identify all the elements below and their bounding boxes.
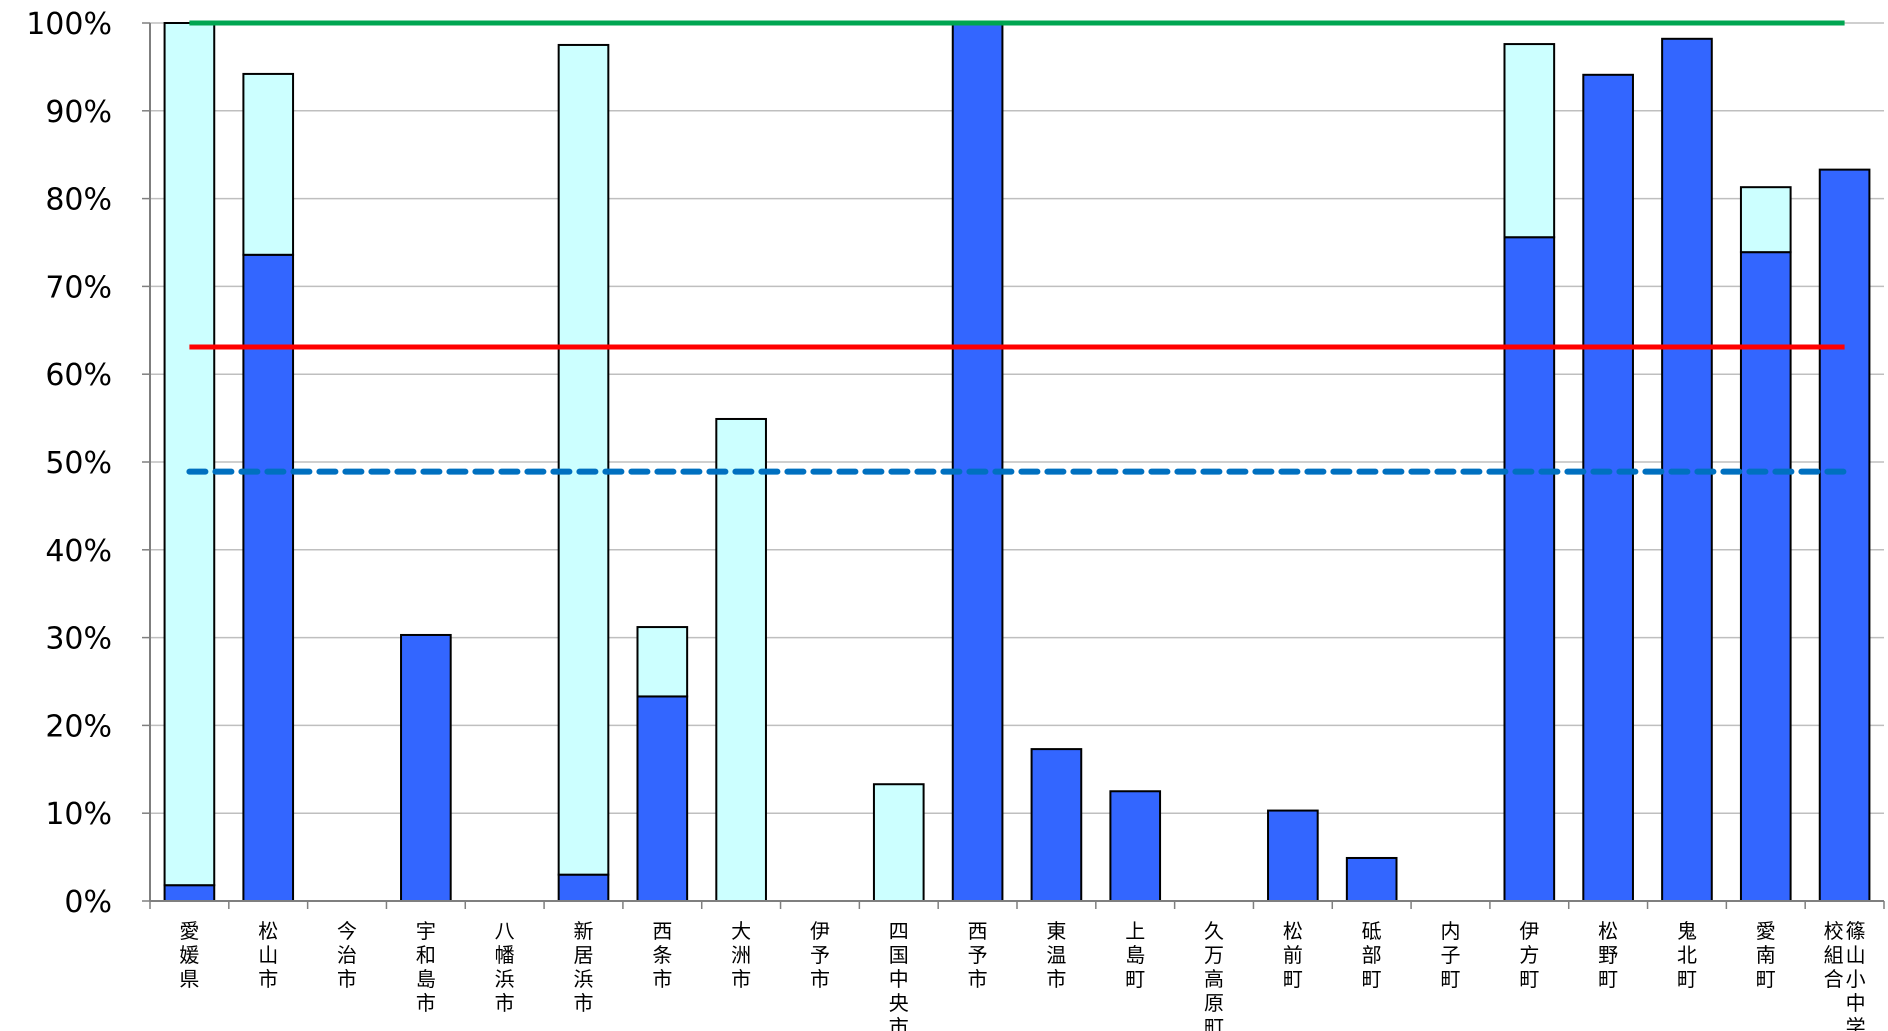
- reference-lines: [186, 20, 1848, 475]
- bar-segment-series-1: [636, 695, 689, 903]
- x-category-label: 内子町: [1441, 919, 1461, 991]
- bar-segment-series-1: [242, 253, 295, 903]
- x-category-label: 上島町: [1125, 919, 1145, 991]
- y-tick-label: 30%: [45, 622, 112, 657]
- bar-segment-series-1: [1109, 790, 1162, 902]
- x-category-label: 愛媛県: [179, 919, 199, 991]
- x-category-label: 西条市: [652, 919, 672, 991]
- bar-segment-series-1: [163, 884, 216, 902]
- bar-segment-series-1: [1818, 168, 1871, 903]
- y-tick-label: 50%: [45, 446, 112, 481]
- bar-segment-series-2: [1739, 186, 1792, 254]
- bar-segment-series-2: [163, 22, 216, 887]
- bar-segment-series-2: [636, 626, 689, 698]
- bar-segment-series-2: [872, 783, 925, 903]
- y-tick-labels: 0% 10% 20% 30% 40% 50% 60% 70% 80% 90% 100%: [26, 7, 112, 920]
- x-category-label: 愛南町: [1756, 919, 1776, 991]
- y-tick-label: 60%: [45, 358, 112, 393]
- bar-segment-series-2: [242, 72, 295, 256]
- x-category-label: 久万高原町: [1204, 919, 1224, 1031]
- y-tick-label: 10%: [45, 797, 112, 832]
- x-category-label: 伊方町: [1519, 919, 1539, 991]
- y-tick-label: 100%: [26, 7, 112, 42]
- bar-segment-series-1: [1503, 236, 1556, 902]
- bar-segment-series-1: [1739, 251, 1792, 902]
- x-category-label: 松前町: [1283, 919, 1303, 991]
- y-tick-label: 90%: [45, 95, 112, 130]
- x-category-label: 篠山小中学: [1846, 919, 1866, 1031]
- y-tick-label: 80%: [45, 183, 112, 218]
- x-category-label: 四国中央市: [889, 919, 909, 1031]
- x-category-label: 伊予市: [810, 919, 830, 991]
- bar-segment-series-1: [400, 633, 452, 902]
- x-category-label: 宇和島市: [416, 919, 436, 1015]
- x-category-label: 大洲市: [731, 919, 751, 991]
- y-tick-label: 70%: [45, 270, 112, 305]
- bar-segment-series-2: [715, 417, 767, 902]
- bar-segment-series-1: [1267, 809, 1319, 902]
- bar-segment-series-2: [557, 43, 610, 876]
- bar-segment-series-1: [1030, 748, 1083, 903]
- x-category-label: 松野町: [1598, 919, 1618, 991]
- x-category-label: 東温市: [1046, 919, 1066, 991]
- y-tick-label: 20%: [45, 709, 112, 744]
- x-category-label: 校組合: [1824, 919, 1844, 991]
- x-category-label: 八幡浜市: [495, 919, 515, 1015]
- x-category-label: 西予市: [968, 919, 988, 991]
- x-category-label: 今治市: [337, 919, 357, 991]
- bar-segment-series-1: [1582, 73, 1634, 902]
- x-category-label: 松山市: [258, 919, 278, 991]
- y-tick-label: 40%: [45, 534, 112, 569]
- bar-segment-series-1: [557, 873, 610, 902]
- y-tick-label: 0%: [64, 885, 112, 920]
- bar-segment-series-2: [1503, 43, 1556, 239]
- x-category-label: 砥部町: [1362, 919, 1382, 991]
- axes: [142, 22, 1885, 909]
- bar-segment-series-1: [951, 22, 1004, 902]
- bar-segment-series-1: [1345, 856, 1398, 903]
- x-category-label: 鬼北町: [1677, 919, 1697, 991]
- x-category-label: 新居浜市: [574, 919, 594, 1015]
- bars: [163, 22, 1871, 903]
- x-category-labels: 愛媛県 松山市 今治市 宇和島市 八幡浜市 新居浜市 西条市 大洲市 伊予市 四国中央市 西予市 東温…: [179, 919, 1865, 1031]
